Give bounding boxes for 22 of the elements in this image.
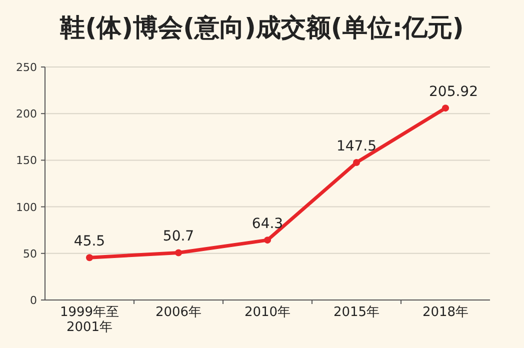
x-tick-label: 2015年 xyxy=(333,305,380,320)
x-tick-label: 2006年 xyxy=(155,305,202,320)
point xyxy=(442,104,449,112)
x-tick-label: 2018年 xyxy=(422,305,469,320)
data-label: 205.92 xyxy=(429,84,478,100)
data-label: 147.5 xyxy=(336,138,377,155)
point xyxy=(86,254,93,262)
y-tick-label: 0 xyxy=(30,294,37,307)
data-label: 50.7 xyxy=(162,228,194,245)
y-tick-label: 50 xyxy=(23,247,37,260)
y-tick-label: 100 xyxy=(16,200,37,214)
data-label: 45.5 xyxy=(74,234,106,250)
y-tick-label: 200 xyxy=(16,108,37,121)
y-tick-label: 150 xyxy=(16,154,37,168)
point xyxy=(175,249,182,256)
data-label: 64.3 xyxy=(252,216,284,232)
chart-title: 鞋(体)博会(意向)成交额(单位:亿元) xyxy=(59,13,464,42)
y-tick-label: 250 xyxy=(16,61,37,74)
x-tick-label: 1999年至 2001年 xyxy=(60,305,120,335)
point xyxy=(264,236,271,244)
x-tick-label: 2010年 xyxy=(244,305,291,320)
point xyxy=(353,159,360,166)
